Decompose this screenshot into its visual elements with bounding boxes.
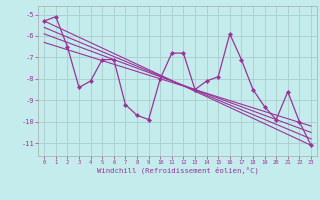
X-axis label: Windchill (Refroidissement éolien,°C): Windchill (Refroidissement éolien,°C)	[97, 167, 259, 174]
